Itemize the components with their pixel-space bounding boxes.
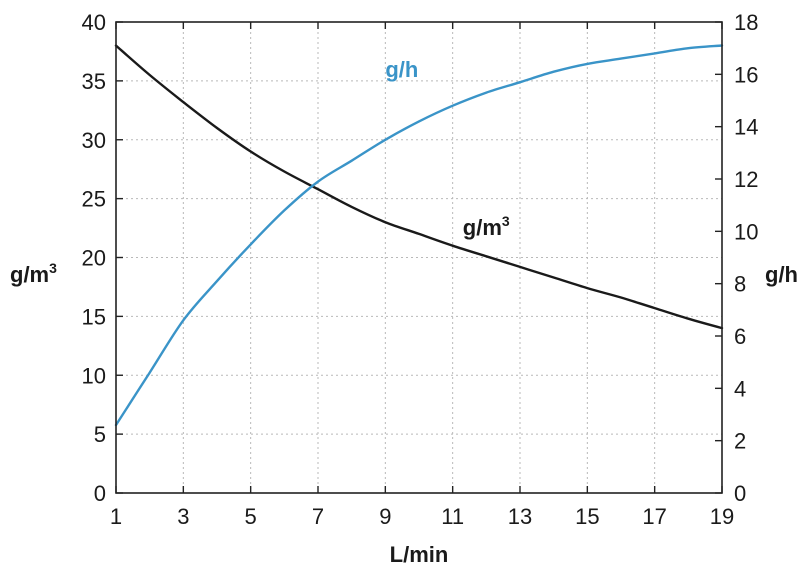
series-layer — [114, 44, 724, 427]
y-left-axis-title-superscript: 3 — [49, 260, 57, 276]
y-left-tick-label: 40 — [82, 10, 106, 35]
series-line-g-h — [114, 44, 724, 427]
y-right-tick-label: 10 — [734, 219, 758, 244]
y-right-tick-label: 4 — [734, 376, 746, 401]
x-tick-label: 7 — [312, 504, 324, 529]
y-right-tick-label: 14 — [734, 115, 758, 140]
series-label-g-m3: g/m3 — [463, 213, 510, 240]
axis-ticks — [115, 21, 723, 494]
series-label-g-m3-superscript: 3 — [502, 213, 510, 229]
y-right-tick-label: 2 — [734, 429, 746, 454]
y-right-tick-label: 16 — [734, 62, 758, 87]
y-left-tick-label: 10 — [82, 363, 106, 388]
x-tick-label: 11 — [441, 504, 464, 529]
x-tick-label: 13 — [508, 504, 532, 529]
y-left-axis-title-base: g/m — [10, 262, 49, 287]
grid — [116, 22, 722, 493]
y-left-tick-label: 30 — [82, 128, 106, 153]
y-right-tick-label: 8 — [734, 272, 746, 297]
y-left-tick-label: 5 — [94, 422, 106, 447]
tick-labels: 1 3 5 7 9 11 13 15 17 190510152025303540024681012… — [82, 10, 759, 529]
x-tick-label: 5 — [245, 504, 257, 529]
x-axis-title: L/min — [390, 542, 449, 567]
x-tick-label: 3 — [177, 504, 189, 529]
series-label-g-h: g/h — [385, 57, 418, 82]
series-label-g-m3-base: g/m — [463, 215, 502, 240]
y-left-tick-label: 25 — [82, 187, 106, 212]
y-left-tick-label: 20 — [82, 246, 106, 271]
x-tick-label: 9 — [379, 504, 391, 529]
y-left-tick-label: 0 — [94, 481, 106, 506]
x-tick-label: 17 — [642, 504, 666, 529]
y-right-tick-label: 12 — [734, 167, 758, 192]
y-right-tick-label: 0 — [734, 481, 746, 506]
y-left-tick-label: 35 — [82, 69, 106, 94]
y-right-tick-label: 18 — [734, 10, 758, 35]
x-tick-label: 15 — [575, 504, 599, 529]
x-tick-label: 19 — [710, 504, 734, 529]
y-left-axis-title: g/m3 — [10, 260, 57, 287]
y-right-tick-label: 6 — [734, 324, 746, 349]
series-line-g-m3 — [114, 44, 724, 330]
y-left-tick-label: 15 — [82, 304, 106, 329]
y-right-axis-title: g/h — [765, 262, 798, 287]
x-tick-label: 1 — [110, 504, 122, 529]
